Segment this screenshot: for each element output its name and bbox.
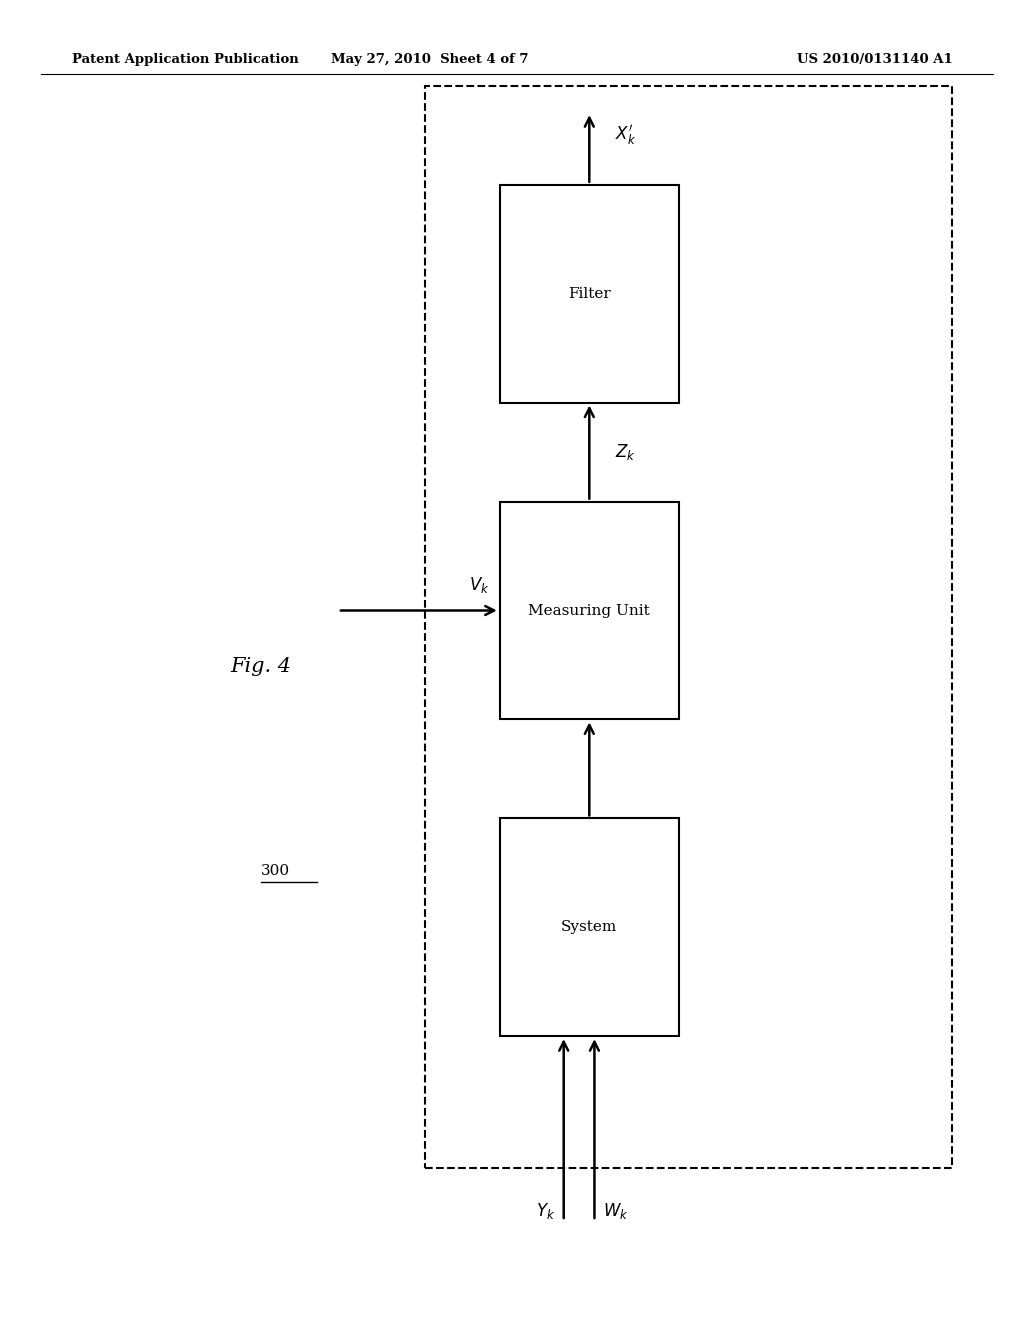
Bar — [500, 818, 679, 1036]
Bar — [500, 502, 679, 719]
Text: Fig. 4: Fig. 4 — [230, 657, 292, 676]
Text: Patent Application Publication: Patent Application Publication — [72, 53, 298, 66]
Text: $W_k$: $W_k$ — [602, 1201, 628, 1221]
Text: $X_k'$: $X_k'$ — [614, 123, 636, 148]
Text: Measuring Unit: Measuring Unit — [528, 603, 650, 618]
Bar — [500, 185, 679, 403]
Bar — [425, 86, 952, 1168]
Text: 300: 300 — [261, 863, 290, 878]
Text: Filter: Filter — [568, 286, 610, 301]
Text: May 27, 2010  Sheet 4 of 7: May 27, 2010 Sheet 4 of 7 — [332, 53, 528, 66]
Text: $V_k$: $V_k$ — [469, 574, 489, 594]
Text: US 2010/0131140 A1: US 2010/0131140 A1 — [797, 53, 952, 66]
Text: $Z_k$: $Z_k$ — [614, 442, 636, 462]
Text: $Y_k$: $Y_k$ — [537, 1201, 555, 1221]
Text: System: System — [561, 920, 617, 935]
